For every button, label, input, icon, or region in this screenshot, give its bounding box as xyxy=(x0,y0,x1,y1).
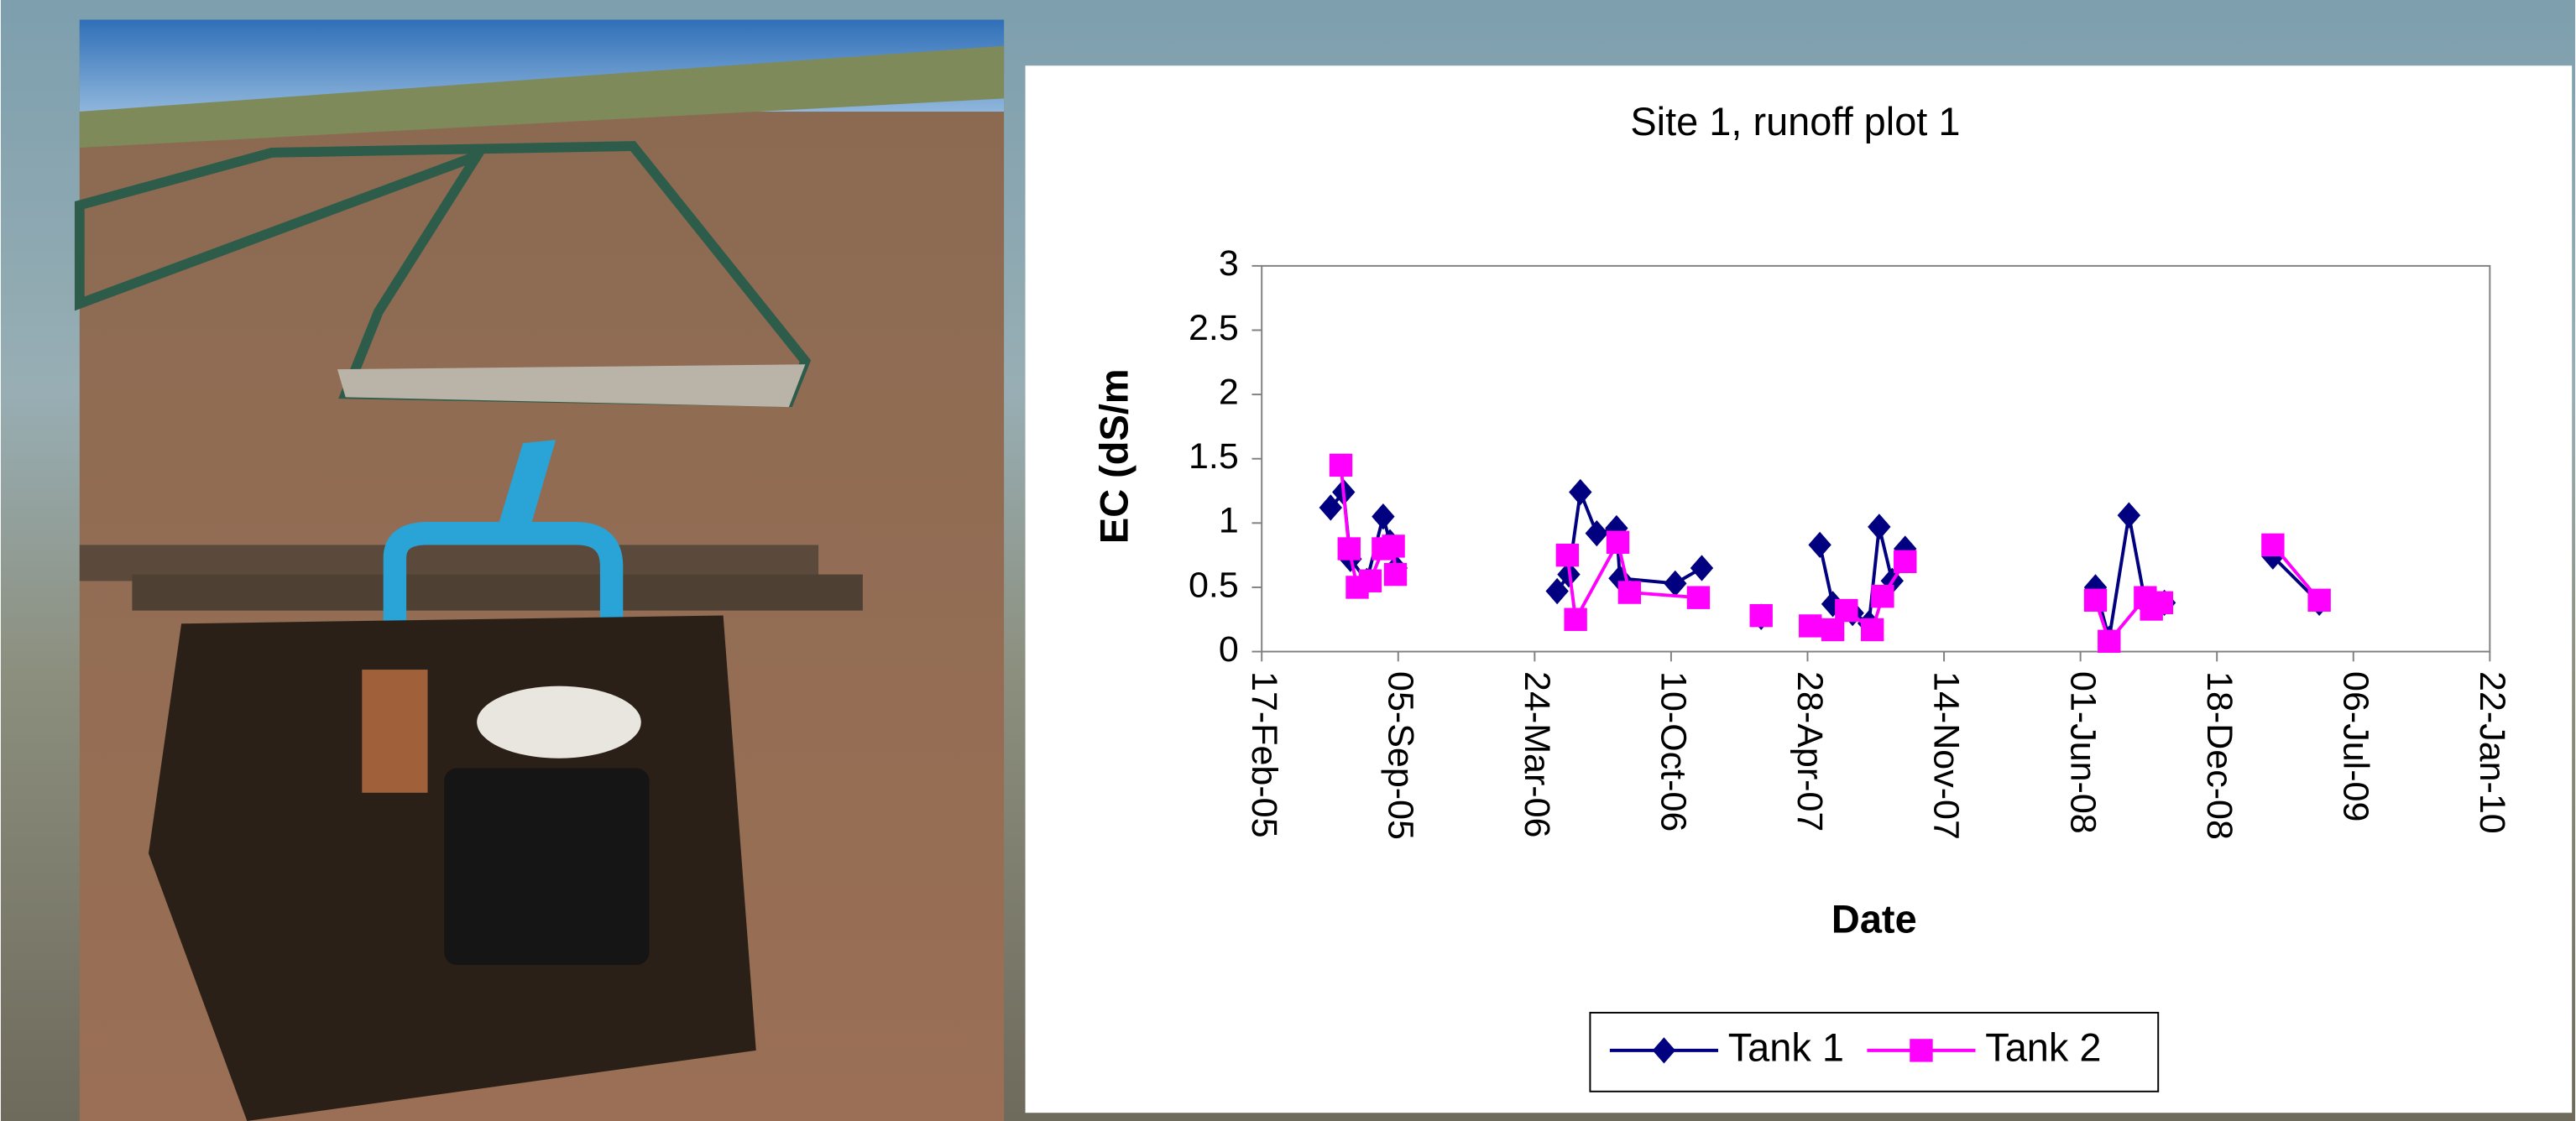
legend-label: Tank 1 xyxy=(1728,1025,1844,1069)
marker xyxy=(2261,534,2284,556)
marker xyxy=(1556,544,1579,566)
y-tick-label: 2 xyxy=(1219,372,1239,412)
x-tick-label: 24-Mar-06 xyxy=(1517,671,1557,837)
y-tick-label: 0.5 xyxy=(1189,565,1239,605)
x-tick-label: 05-Sep-05 xyxy=(1380,671,1420,840)
chart-panel xyxy=(1026,65,2573,1113)
marker xyxy=(2307,589,2330,612)
marker xyxy=(1894,550,1916,573)
x-tick-label: 22-Jan-10 xyxy=(2472,671,2512,834)
marker xyxy=(1687,587,1710,609)
x-tick-label: 01-Jun-08 xyxy=(2062,671,2103,834)
marker xyxy=(1607,531,1629,554)
chart-title: Site 1, runoff plot 1 xyxy=(1630,100,1960,143)
marker xyxy=(1835,599,1858,622)
marker xyxy=(1384,563,1407,586)
slide: Site 1, runoff plot 1 EC (dS/m Date 0 0.5… xyxy=(0,0,2576,1121)
marker xyxy=(2084,589,2107,612)
y-tick-label: 2.5 xyxy=(1189,308,1239,348)
marker xyxy=(1338,537,1361,560)
x-axis-label: Date xyxy=(1831,898,1917,941)
x-tick-label: 10-Oct-06 xyxy=(1654,671,1694,832)
marker xyxy=(1330,454,1352,477)
marker xyxy=(1871,585,1894,607)
photo xyxy=(80,19,1004,1121)
marker xyxy=(1359,570,1382,592)
marker xyxy=(1910,1039,1932,1061)
x-tick-label: 17-Feb-05 xyxy=(1244,671,1284,837)
y-tick-label: 1.5 xyxy=(1189,436,1239,477)
marker xyxy=(1799,614,1821,637)
x-tick-label: 18-Dec-08 xyxy=(2199,671,2239,840)
marker xyxy=(1382,534,1404,557)
x-tick-label: 14-Nov-07 xyxy=(1926,671,1967,840)
y-tick-label: 3 xyxy=(1219,243,1239,284)
marker xyxy=(2150,592,2173,614)
x-tick-label: 06-Jul-09 xyxy=(2335,671,2375,821)
marker xyxy=(1861,618,1884,641)
y-axis-label: EC (dS/m xyxy=(1092,368,1136,544)
marker xyxy=(1564,608,1586,631)
marker xyxy=(1618,581,1641,603)
y-tick-label: 0 xyxy=(1219,629,1239,670)
legend-label: Tank 2 xyxy=(1985,1025,2101,1069)
x-tick-label: 28-Apr-07 xyxy=(1790,671,1830,832)
marker xyxy=(1750,604,1773,627)
marker xyxy=(2098,630,2120,653)
y-tick-label: 1 xyxy=(1219,501,1239,541)
